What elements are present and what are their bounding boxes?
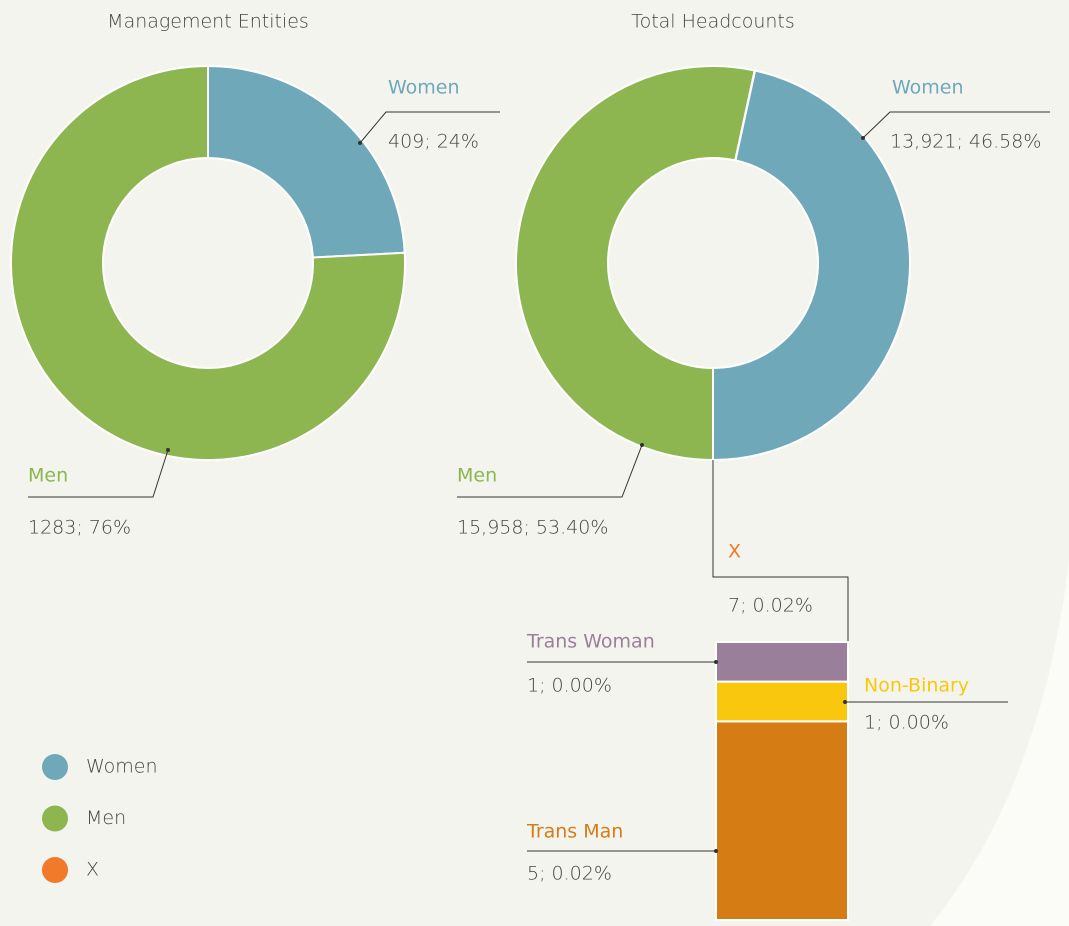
leader-dot [843,700,847,704]
bar-segment [715,680,849,723]
background-shape [930,560,1069,926]
bar-segment [715,641,849,683]
legend-swatch [42,805,68,832]
leader-line [862,111,1050,139]
value-label: 1; 0.00% [527,675,612,697]
donut-slice [712,69,911,462]
chart-title: Total Headcounts [631,11,795,33]
category-label: Women [892,77,964,99]
value-label: 1283; 76% [28,517,131,539]
value-label: 409; 24% [388,131,479,153]
leader-line [359,111,500,144]
bar-segment [715,720,849,922]
category-label: Trans Woman [526,631,655,653]
leader-dot [714,660,718,664]
donut-slice [207,64,406,259]
legend-label: Men [86,807,126,829]
value-label: 1; 0.00% [864,712,949,734]
donut-slice [10,64,406,461]
leader-line [457,444,643,498]
category-label: Women [388,77,460,99]
category-label: X [728,541,741,563]
chart-title: Management Entities [107,11,309,33]
category-label: Non-Binary [864,675,969,697]
donut-slice [734,69,757,162]
legend-label: Women [86,756,158,778]
legend-swatch [42,857,68,883]
value-label: 7; 0.02% [728,595,813,617]
leader-dot [166,448,170,452]
category-label: Men [28,465,68,487]
leader-line [28,449,169,498]
leader-dot [358,141,362,145]
legend-swatch [42,754,68,780]
leader-dot [861,136,865,140]
donut-slice [515,65,756,462]
value-label: 5; 0.02% [527,863,612,885]
category-label: Trans Man [526,821,623,843]
category-label: Men [457,465,497,487]
legend-label: X [86,859,99,881]
value-label: 13,921; 46.58% [890,131,1041,153]
leader-dot [714,849,718,853]
leader-dot [640,443,644,447]
value-label: 15,958; 53.40% [457,517,608,539]
